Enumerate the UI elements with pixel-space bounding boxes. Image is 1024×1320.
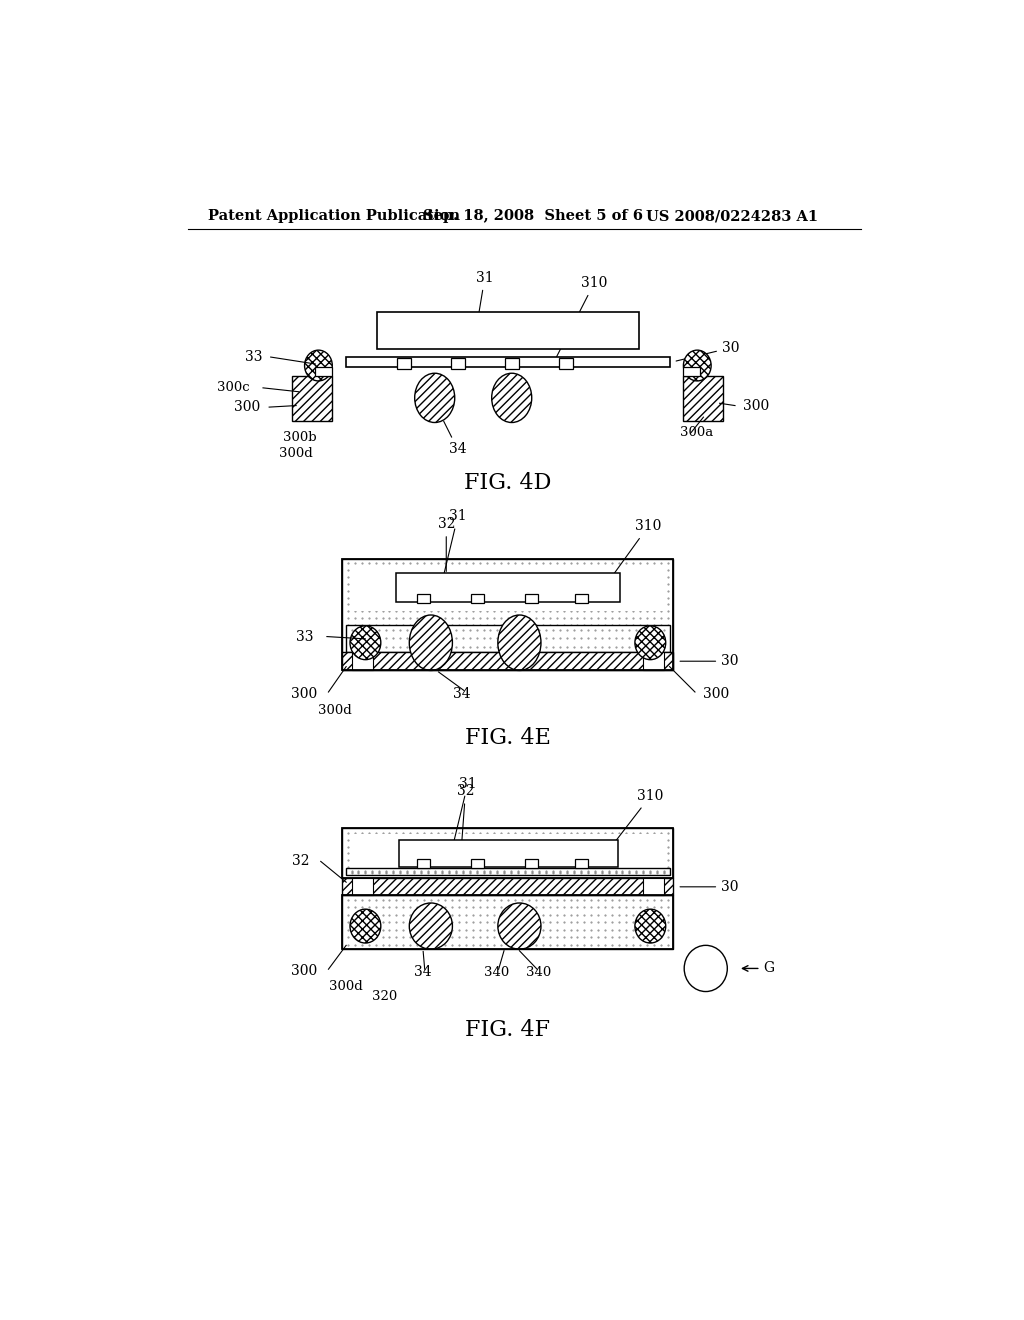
- Bar: [398, 840, 617, 867]
- Bar: [342, 829, 674, 878]
- Bar: [683, 376, 724, 421]
- Bar: [683, 367, 700, 376]
- Ellipse shape: [410, 903, 453, 949]
- Text: 340: 340: [483, 966, 509, 979]
- Text: 31: 31: [453, 776, 476, 845]
- Bar: [351, 878, 373, 895]
- Ellipse shape: [304, 350, 333, 381]
- Ellipse shape: [498, 615, 541, 671]
- Text: 30: 30: [680, 880, 738, 894]
- Text: 30: 30: [676, 341, 739, 362]
- Text: 300: 300: [702, 686, 729, 701]
- Ellipse shape: [684, 945, 727, 991]
- Text: 300: 300: [233, 400, 260, 414]
- Bar: [451, 358, 465, 368]
- Text: 31: 31: [443, 510, 467, 578]
- Bar: [643, 878, 665, 895]
- Ellipse shape: [498, 903, 541, 949]
- Text: Sep. 18, 2008  Sheet 5 of 6: Sep. 18, 2008 Sheet 5 of 6: [423, 209, 643, 223]
- Text: 320: 320: [372, 990, 397, 1003]
- Text: 30: 30: [680, 655, 738, 668]
- Bar: [417, 859, 430, 869]
- Text: 31: 31: [476, 271, 494, 321]
- Ellipse shape: [410, 615, 453, 671]
- Bar: [342, 558, 674, 671]
- Text: 32: 32: [437, 517, 455, 572]
- Text: 300: 300: [742, 399, 769, 413]
- Bar: [351, 652, 373, 671]
- Bar: [524, 594, 538, 603]
- Text: 33: 33: [296, 630, 313, 644]
- Text: 300: 300: [691, 964, 718, 978]
- Ellipse shape: [635, 626, 666, 660]
- Text: 340: 340: [526, 966, 551, 979]
- Text: 300d: 300d: [280, 446, 313, 459]
- Text: 310: 310: [555, 276, 607, 359]
- Bar: [396, 573, 620, 602]
- Bar: [505, 358, 518, 368]
- Ellipse shape: [415, 374, 455, 422]
- Ellipse shape: [635, 909, 666, 942]
- Bar: [417, 594, 430, 603]
- Text: FIG. 4F: FIG. 4F: [465, 1019, 550, 1041]
- Text: 300d: 300d: [317, 704, 351, 717]
- Bar: [346, 626, 670, 652]
- Text: 300d: 300d: [330, 979, 364, 993]
- Text: G: G: [742, 961, 774, 975]
- Text: 32: 32: [293, 854, 310, 869]
- Bar: [292, 376, 333, 421]
- Text: 310: 310: [598, 520, 662, 595]
- Bar: [471, 594, 484, 603]
- Bar: [342, 895, 674, 949]
- Bar: [342, 652, 674, 671]
- Text: Patent Application Publication: Patent Application Publication: [208, 209, 460, 223]
- Text: FIG. 4D: FIG. 4D: [464, 471, 552, 494]
- Bar: [342, 558, 674, 671]
- Bar: [574, 594, 588, 603]
- Ellipse shape: [350, 909, 381, 942]
- Bar: [559, 358, 572, 368]
- Text: 300b: 300b: [284, 432, 316, 445]
- Bar: [574, 859, 588, 869]
- Bar: [346, 869, 670, 875]
- Bar: [342, 895, 674, 949]
- Text: 33: 33: [246, 350, 263, 364]
- Bar: [471, 859, 484, 869]
- Text: 300: 300: [291, 964, 317, 978]
- Bar: [397, 358, 411, 368]
- Ellipse shape: [350, 626, 381, 660]
- Ellipse shape: [683, 350, 711, 381]
- Bar: [377, 313, 639, 350]
- Text: 310: 310: [600, 789, 664, 861]
- Bar: [346, 358, 670, 367]
- Bar: [342, 878, 674, 895]
- Bar: [342, 829, 674, 878]
- Text: 32: 32: [457, 784, 474, 841]
- Bar: [350, 566, 666, 611]
- Bar: [315, 367, 333, 376]
- Text: 300: 300: [291, 686, 317, 701]
- Text: 34: 34: [415, 965, 432, 979]
- Bar: [524, 859, 538, 869]
- Text: 34: 34: [453, 686, 470, 701]
- Text: 34: 34: [443, 421, 467, 457]
- Text: FIG. 4E: FIG. 4E: [465, 727, 551, 750]
- Text: 300a: 300a: [680, 426, 713, 440]
- Text: US 2008/0224283 A1: US 2008/0224283 A1: [646, 209, 818, 223]
- Ellipse shape: [492, 374, 531, 422]
- Bar: [643, 652, 665, 671]
- Text: 300c: 300c: [217, 381, 250, 395]
- Bar: [350, 834, 666, 873]
